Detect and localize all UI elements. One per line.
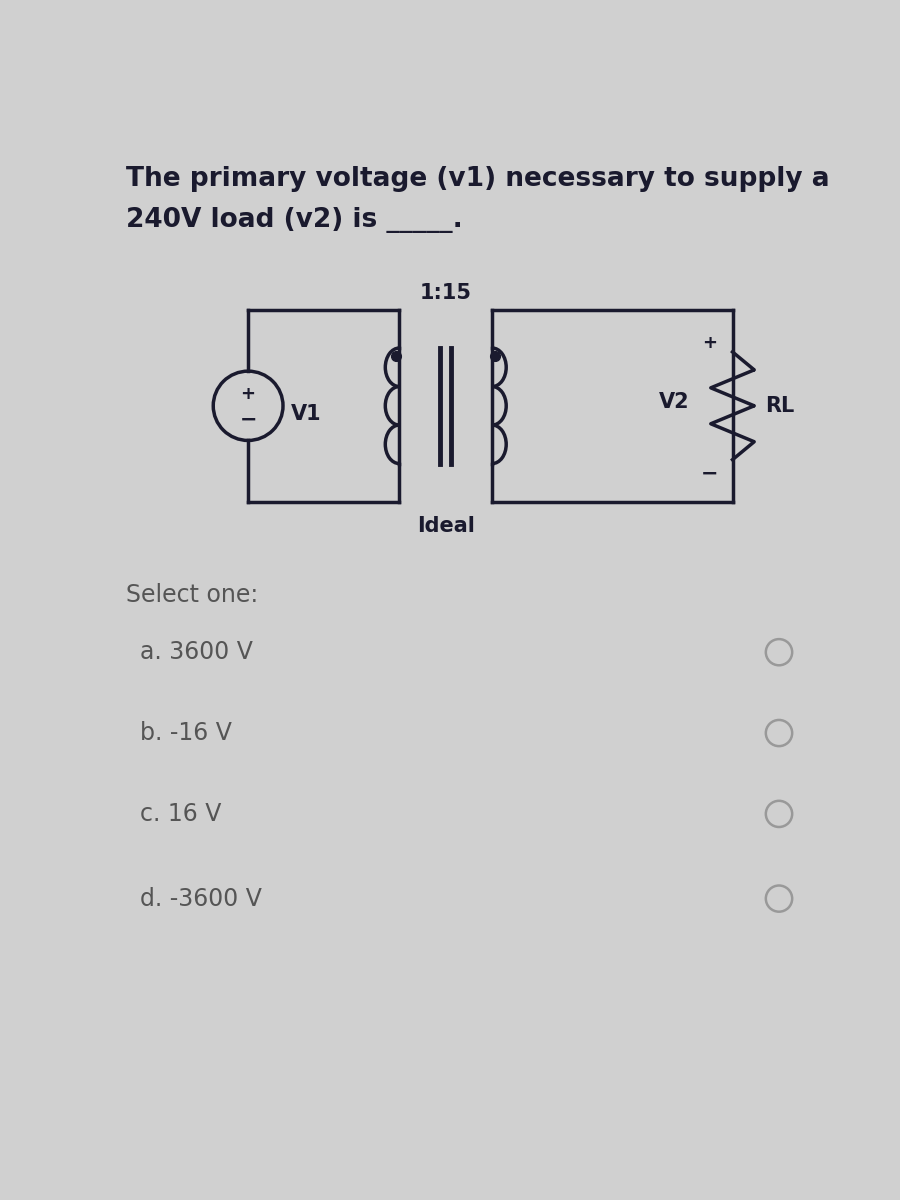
Text: Ideal: Ideal <box>417 516 474 536</box>
Text: V1: V1 <box>291 403 321 424</box>
Text: d. -3600 V: d. -3600 V <box>140 887 262 911</box>
Text: Select one:: Select one: <box>126 583 258 607</box>
Text: 1:15: 1:15 <box>419 283 472 304</box>
Text: +: + <box>702 334 716 352</box>
Text: c. 16 V: c. 16 V <box>140 802 221 826</box>
Text: V2: V2 <box>659 392 689 412</box>
Text: −: − <box>239 409 256 430</box>
Text: +: + <box>240 385 256 403</box>
Text: RL: RL <box>765 396 795 416</box>
Text: b. -16 V: b. -16 V <box>140 721 231 745</box>
Text: The primary voltage (v1) necessary to supply a: The primary voltage (v1) necessary to su… <box>126 166 830 192</box>
Text: −: − <box>700 463 718 484</box>
Text: a. 3600 V: a. 3600 V <box>140 641 253 665</box>
Text: 240V load (v2) is _____.: 240V load (v2) is _____. <box>126 208 464 233</box>
